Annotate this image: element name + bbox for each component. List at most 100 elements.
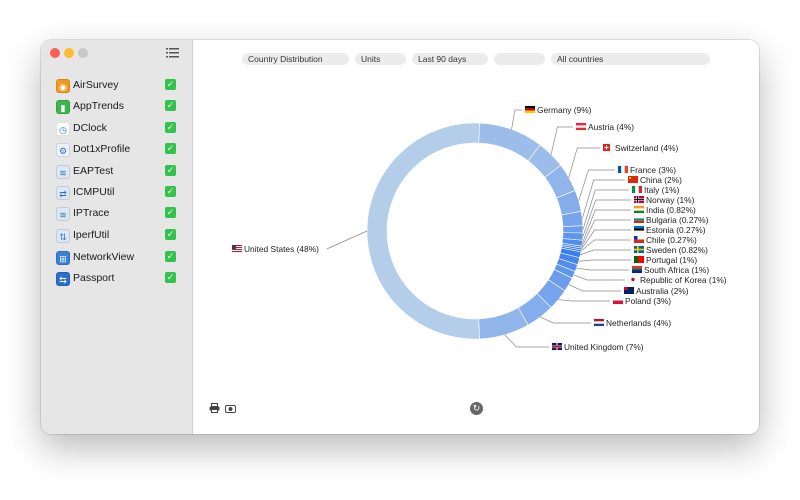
leader-line — [568, 147, 600, 178]
label-australia: Australia (2%) — [636, 286, 689, 296]
measure-selector-label: Units — [361, 54, 381, 64]
label-norway: Norway (1%) — [646, 195, 695, 205]
label-republic-of-korea: Republic of Korea (1%) — [640, 275, 727, 285]
leader-line — [568, 284, 621, 292]
flag-nl-icon — [593, 318, 605, 327]
label-bulgaria: Bulgaria (0.27%) — [646, 215, 709, 225]
refresh-icon[interactable]: ↻ — [470, 402, 483, 415]
flag-fr-icon — [617, 165, 629, 174]
leader-line — [578, 259, 631, 262]
leader-line — [580, 239, 631, 252]
slice-united-kingdom[interactable] — [478, 307, 529, 340]
eaptest-icon: ≋ — [56, 165, 70, 179]
sidebar-item-networkview[interactable]: ⊞ NetworkView ✓ — [56, 250, 184, 268]
report-selector[interactable]: Country Distribution — [242, 53, 349, 65]
leader-line — [326, 230, 368, 250]
flag-bg-icon — [633, 215, 645, 224]
sidebar-item-iptrace[interactable]: ≋ IPTrace ✓ — [56, 206, 184, 224]
label-united-kingdom: United Kingdom (7%) — [564, 342, 644, 352]
airsurvey-icon: ◉ — [56, 79, 70, 93]
passport-icon: ⇆ — [56, 272, 70, 286]
dot1xprofile-icon: ⚙ — [56, 143, 70, 157]
sidebar-item-icmputil[interactable]: ⇄ ICMPUtil ✓ — [56, 185, 184, 203]
flag-au-icon — [623, 286, 635, 295]
camera-icon[interactable] — [225, 404, 236, 413]
sidebar-item-dot1xprofile[interactable]: ⚙ Dot1xProfile ✓ — [56, 142, 184, 160]
donut-ring — [366, 122, 584, 340]
iptrace-icon: ≋ — [56, 207, 70, 221]
leader-line — [576, 267, 629, 271]
label-poland: Poland (3%) — [625, 296, 671, 306]
enabled-checkbox[interactable]: ✓ — [165, 122, 176, 133]
enabled-checkbox[interactable]: ✓ — [165, 251, 176, 262]
blank-selector[interactable] — [494, 53, 545, 65]
label-portugal: Portugal (1%) — [646, 255, 697, 265]
flag-pl-icon — [612, 296, 624, 305]
sidebar-item-label: IPTrace — [73, 207, 110, 219]
sidebar-item-label: EAPTest — [73, 165, 114, 177]
sidebar-item-airsurvey[interactable]: ◉ AirSurvey ✓ — [56, 78, 184, 96]
sidebar-item-passport[interactable]: ⇆ Passport ✓ — [56, 271, 184, 289]
flag-us-icon — [231, 244, 243, 253]
sidebar-item-label: AppTrends — [73, 100, 124, 112]
enabled-checkbox[interactable]: ✓ — [165, 229, 176, 240]
sidebar-item-label: Passport — [73, 272, 115, 284]
flag-no-icon — [633, 195, 645, 204]
list-view-icon[interactable] — [166, 47, 179, 59]
enabled-checkbox[interactable]: ✓ — [165, 207, 176, 218]
sidebar-item-label: NetworkView — [73, 251, 135, 263]
main-panel: Country Distribution Units Last 90 days … — [193, 40, 759, 434]
measure-selector[interactable]: Units — [355, 53, 406, 65]
leader-line — [580, 249, 631, 256]
sidebar-item-apptrends[interactable]: ▮ AppTrends ✓ — [56, 99, 184, 117]
enabled-checkbox[interactable]: ✓ — [165, 272, 176, 283]
period-selector-label: Last 90 days — [418, 54, 467, 64]
flag-cl-icon — [633, 235, 645, 244]
sidebar-item-label: DClock — [73, 122, 107, 134]
flag-cn-icon — [627, 175, 639, 184]
label-united-states: United States (48%) — [244, 244, 319, 254]
country-filter-label: All countries — [557, 54, 604, 64]
leader-line — [558, 299, 610, 302]
enabled-checkbox[interactable]: ✓ — [165, 143, 176, 154]
label-chile: Chile (0.27%) — [646, 235, 697, 245]
sidebar-item-eaptest[interactable]: ≋ EAPTest ✓ — [56, 164, 184, 182]
close-button[interactable] — [50, 48, 60, 58]
dclock-icon: ◷ — [56, 122, 70, 136]
leader-line — [581, 209, 631, 244]
sidebar-item-label: Dot1xProfile — [73, 143, 131, 155]
flag-ch-icon — [602, 143, 614, 152]
slice-italy[interactable] — [562, 225, 584, 234]
country-filter[interactable]: All countries — [551, 53, 710, 65]
label-switzerland: Switzerland (4%) — [615, 143, 679, 153]
leader-line — [582, 189, 629, 230]
enabled-checkbox[interactable]: ✓ — [165, 100, 176, 111]
leader-line — [581, 229, 631, 250]
label-netherlands: Netherlands (4%) — [606, 318, 671, 328]
flag-de-icon — [524, 105, 536, 114]
report-selector-label: Country Distribution — [248, 54, 323, 64]
enabled-checkbox[interactable]: ✓ — [165, 165, 176, 176]
flag-it-icon — [631, 185, 643, 194]
label-italy: Italy (1%) — [644, 185, 680, 195]
label-china: China (2%) — [640, 175, 682, 185]
enabled-checkbox[interactable]: ✓ — [165, 186, 176, 197]
enabled-checkbox[interactable]: ✓ — [165, 79, 176, 90]
sidebar-item-iperfutil[interactable]: ⇅ IperfUtil ✓ — [56, 228, 184, 246]
slice-germany[interactable] — [478, 122, 541, 162]
sidebar-item-label: ICMPUtil — [73, 186, 115, 198]
chart-labels: United States (48%) Germany (9%) Austria (… — [231, 105, 727, 352]
label-austria: Austria (4%) — [588, 122, 634, 132]
zoom-button[interactable] — [78, 48, 88, 58]
sidebar-item-dclock[interactable]: ◷ DClock ✓ — [56, 121, 184, 139]
flag-in-icon — [633, 205, 645, 214]
period-selector[interactable]: Last 90 days — [412, 53, 488, 65]
flag-ee-icon — [633, 225, 645, 234]
minimize-button[interactable] — [64, 48, 74, 58]
slice-united-states[interactable] — [366, 122, 480, 340]
country-donut-chart: United States (48%) Germany (9%) Austria (… — [231, 105, 727, 352]
label-india: India (0.82%) — [646, 205, 696, 215]
label-estonia: Estonia (0.27%) — [646, 225, 706, 235]
print-icon[interactable] — [209, 403, 220, 413]
leader-line — [582, 199, 631, 237]
